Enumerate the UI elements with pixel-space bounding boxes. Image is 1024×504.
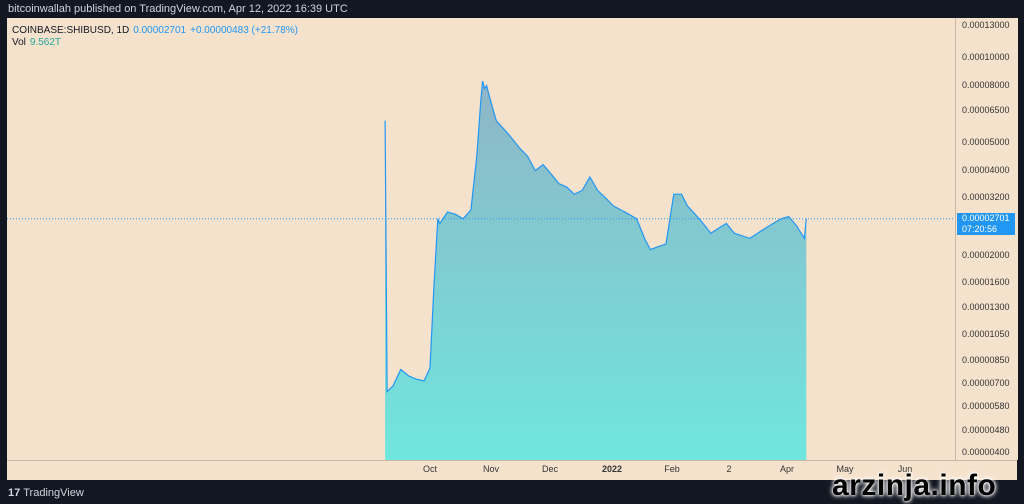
publish-info: bitcoinwallah published on TradingView.c…: [8, 3, 348, 15]
current-price-tag: 0.00002701 07:20:56: [957, 213, 1015, 235]
y-tick-label: 0.00001300: [962, 302, 1010, 313]
x-tick-label: 2: [726, 464, 732, 474]
y-tick-label: 0.00013000: [962, 20, 1010, 30]
x-tick-label: 2022: [601, 464, 623, 474]
x-tick-label: May: [836, 464, 854, 474]
x-tick-label: Jun: [897, 464, 913, 474]
y-tick-label: 0.00008000: [962, 79, 1010, 90]
y-tick-label: 0.00001600: [962, 276, 1010, 287]
price-area-fill: [385, 81, 807, 460]
symbol-label[interactable]: COINBASE:SHIBUSD, 1D: [12, 25, 130, 36]
x-tick-label: Apr: [779, 464, 795, 474]
y-tick-label: 0.00000400: [962, 447, 1010, 457]
tradingview-brand: TradingView: [23, 487, 84, 499]
tradingview-logo-icon: 17: [8, 487, 21, 499]
y-tick-label: 0.00004000: [962, 164, 1010, 175]
tradingview-logo[interactable]: 17 TradingView: [8, 487, 84, 499]
time-axis[interactable]: [7, 460, 1017, 481]
y-tick-label: 0.00005000: [962, 137, 1010, 148]
y-tick-label: 0.00002000: [962, 249, 1010, 260]
price-tag-countdown: 07:20:56: [962, 224, 998, 234]
footer-bar: [0, 480, 1024, 504]
y-tick-label: 0.00001050: [962, 328, 1010, 339]
volume-label[interactable]: Vol: [12, 37, 26, 48]
price-axis[interactable]: [955, 18, 1018, 460]
legend-change: +0.00000483 (+21.78%): [190, 25, 298, 36]
y-tick-label: 0.00000480: [962, 424, 1010, 435]
x-tick-label: Nov: [482, 464, 500, 474]
watermark: arzinja.info: [832, 469, 997, 502]
y-tick-label: 0.00000580: [962, 401, 1010, 412]
y-tick-label: 0.00000700: [962, 378, 1010, 389]
y-tick-label: 0.00003200: [962, 191, 1010, 202]
price-line: [384, 80, 807, 393]
y-tick-label: 0.00010000: [962, 52, 1010, 63]
price-tag-value: 0.00002701: [962, 213, 1010, 223]
x-tick-label: Oct: [422, 464, 438, 474]
y-tick-label: 0.00006500: [962, 105, 1010, 116]
publish-bar: bitcoinwallah published on TradingView.c…: [0, 0, 1024, 18]
legend-symbol-row: COINBASE:SHIBUSD, 1D 0.00002701 +0.0000048…: [12, 25, 298, 36]
x-tick-label: Dec: [541, 464, 559, 474]
x-tick-label: Feb: [664, 464, 680, 474]
legend-volume-row: Vol 9.562T: [12, 37, 61, 48]
volume-value: 9.562T: [29, 37, 62, 48]
y-tick-label: 0.00000850: [962, 354, 1010, 365]
legend-price: 0.00002701: [133, 25, 187, 36]
